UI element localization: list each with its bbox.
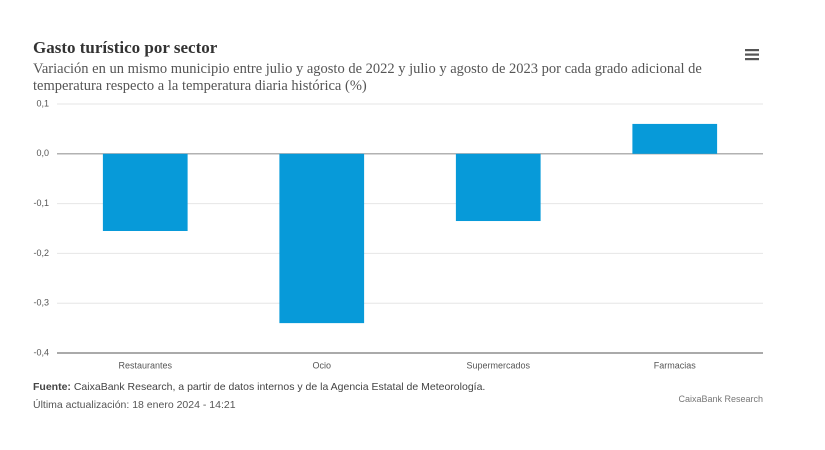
- chart-title: Gasto turístico por sector: [33, 38, 218, 57]
- y-tick-label: 0,0: [36, 148, 49, 158]
- bar: [455, 153, 541, 222]
- y-tick-label: 0,1: [36, 98, 49, 108]
- chart-subtitle: Variación en un mismo municipio entre ju…: [33, 61, 702, 94]
- x-tick-label: Farmacias: [654, 360, 697, 370]
- menu-line[interactable]: [745, 49, 759, 52]
- y-tick-label: -0,2: [33, 248, 49, 258]
- update-note: Última actualización: 18 enero 2024 - 14…: [33, 399, 236, 411]
- y-tick-label: -0,4: [33, 347, 49, 357]
- x-tick-label: Ocio: [312, 360, 331, 370]
- x-tick-label: Supermercados: [466, 360, 530, 370]
- bar: [102, 153, 188, 231]
- y-tick-label: -0,1: [33, 198, 49, 208]
- bar: [632, 123, 718, 154]
- bar: [279, 153, 365, 324]
- credit[interactable]: CaixaBank Research: [678, 394, 763, 404]
- source-text: CaixaBank Research, a partir de datos in…: [73, 381, 486, 393]
- source-note: Fuente: CaixaBank Research, a partir de …: [33, 381, 485, 393]
- menu-line[interactable]: [745, 53, 759, 56]
- source-label: Fuente:: [33, 381, 71, 393]
- x-tick-label: Restaurantes: [118, 360, 172, 370]
- menu-button[interactable]: [745, 49, 759, 61]
- menu-line[interactable]: [745, 58, 759, 61]
- y-tick-label: -0,3: [33, 298, 49, 308]
